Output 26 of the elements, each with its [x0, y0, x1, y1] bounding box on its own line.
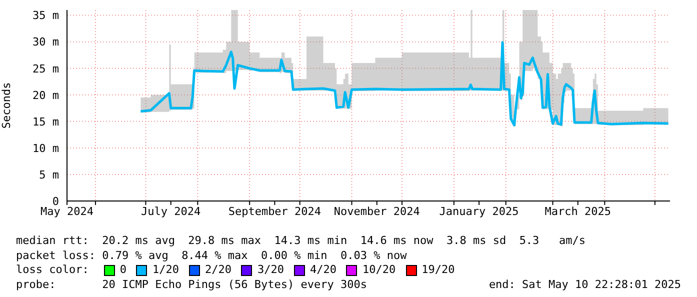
text: 0 [120, 263, 126, 278]
y-tick-label: 5 m [39, 168, 60, 182]
text: 4/20 [310, 263, 336, 278]
y-axis-title: Seconds [0, 82, 13, 129]
text: 1/20 [152, 263, 179, 278]
line-series [139, 41, 670, 126]
y-tick-label: 20 m [32, 88, 60, 102]
text: end: Sat May 10 22:28:01 2025 [488, 278, 681, 292]
y-tick-label: 25 m [32, 62, 60, 76]
y-tick-label: 30 m [32, 36, 60, 49]
x-tick-label: July 2024 [141, 204, 202, 218]
x-tick-label: January 2025 [439, 204, 519, 218]
text: 2/20 [204, 263, 232, 278]
x-tick-label: September 2024 [228, 204, 322, 218]
y-tick-label: 10 m [32, 142, 60, 155]
x-tick-label: March 2025 [544, 204, 611, 218]
text: loss color: [16, 263, 89, 278]
y-tick-label: 35 m [32, 9, 60, 22]
text: 3/20 [257, 263, 284, 278]
text: 19/20 [422, 263, 455, 278]
text: packet loss: 0.79 % avg 8.44 % max 0.00 % min 0.03 % now [16, 248, 408, 263]
y-tick-label: 15 m [32, 115, 60, 128]
text: median rtt: 20.2 ms avg 29.8 ms max 14.3 ms min 14.6 ms now 3.8 ms sd 5.3 am/s [16, 234, 587, 248]
text: probe: 20 ICMP Echo Pings (56 Bytes) every 300s [16, 278, 367, 292]
x-tick-label: November 2024 [334, 204, 420, 218]
text: 10/20 [362, 263, 396, 278]
